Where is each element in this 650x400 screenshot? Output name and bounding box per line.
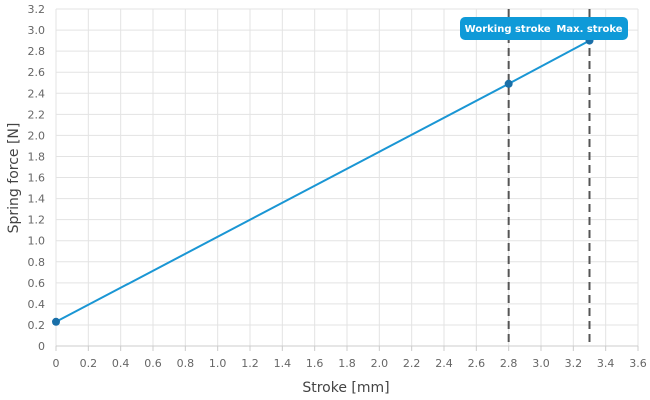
y-tick-label: 0.4 xyxy=(28,298,46,311)
x-tick-label: 0.4 xyxy=(112,357,130,370)
x-tick-label: 1.0 xyxy=(209,357,227,370)
y-tick-label: 1.8 xyxy=(28,150,46,163)
y-tick-label: 0.2 xyxy=(28,319,46,332)
x-tick-label: 0.2 xyxy=(80,357,98,370)
x-tick-label: 3.2 xyxy=(565,357,583,370)
data-point xyxy=(52,317,60,326)
y-tick-label: 3.0 xyxy=(28,24,46,37)
y-tick-label: 0.6 xyxy=(28,277,46,290)
y-tick-label: 1.4 xyxy=(28,193,46,206)
y-tick-label: 2.6 xyxy=(28,66,46,79)
data-point xyxy=(504,79,513,88)
x-tick-label: 1.6 xyxy=(306,357,324,370)
max-stroke-label: Max. stroke xyxy=(556,24,622,35)
stroke-label-box xyxy=(460,17,628,40)
x-axis-title: Stroke [mm] xyxy=(302,380,389,396)
working-stroke-label: Working stroke xyxy=(465,24,551,35)
y-tick-label: 1.2 xyxy=(28,214,46,227)
x-axis-ticks: 0 0.2 0.4 0.6 0.8 1.0 1.2 1.4 1.6 1.8 2.0 2.2 2.4 2.6… xyxy=(53,345,647,370)
x-tick-label: 3.6 xyxy=(629,357,647,370)
x-tick-label: 1.4 xyxy=(274,357,292,370)
y-axis-ticks: 0 0.2 0.4 0.6 0.8 1.0 1.2 1.4 1.6 1.8 2.0 2.2 2.4 2.6… xyxy=(28,3,46,353)
x-tick-label: 0.8 xyxy=(177,357,195,370)
x-tick-label: 2.6 xyxy=(468,357,486,370)
x-tick-label: 3.4 xyxy=(597,357,615,370)
y-tick-label: 2.2 xyxy=(28,108,46,121)
x-tick-label: 2.0 xyxy=(371,357,389,370)
x-tick-label: 2.8 xyxy=(500,357,518,370)
y-tick-label: 0 xyxy=(38,340,45,353)
y-tick-label: 2.4 xyxy=(28,87,46,100)
y-axis-title: Spring force [N] xyxy=(6,123,22,234)
x-tick-label: 1.8 xyxy=(338,357,356,370)
grid xyxy=(55,8,639,347)
y-tick-label: 2.0 xyxy=(28,129,46,142)
x-tick-label: 0.6 xyxy=(144,357,162,370)
stroke-marker-lines xyxy=(507,9,591,346)
x-tick-label: 3.0 xyxy=(532,357,550,370)
y-tick-label: 1.6 xyxy=(28,172,46,185)
series-layer xyxy=(52,36,594,326)
y-tick-label: 3.2 xyxy=(28,3,46,16)
x-tick-label: 1.2 xyxy=(241,357,259,370)
y-tick-label: 2.8 xyxy=(28,45,46,58)
x-tick-label: 2.4 xyxy=(435,357,453,370)
y-tick-label: 0.8 xyxy=(28,256,46,269)
x-tick-label: 2.2 xyxy=(403,357,421,370)
x-tick-label: 0 xyxy=(53,357,60,370)
stroke-marker-labels: Working stroke Max. stroke xyxy=(460,17,628,40)
y-tick-label: 1.0 xyxy=(28,235,46,248)
